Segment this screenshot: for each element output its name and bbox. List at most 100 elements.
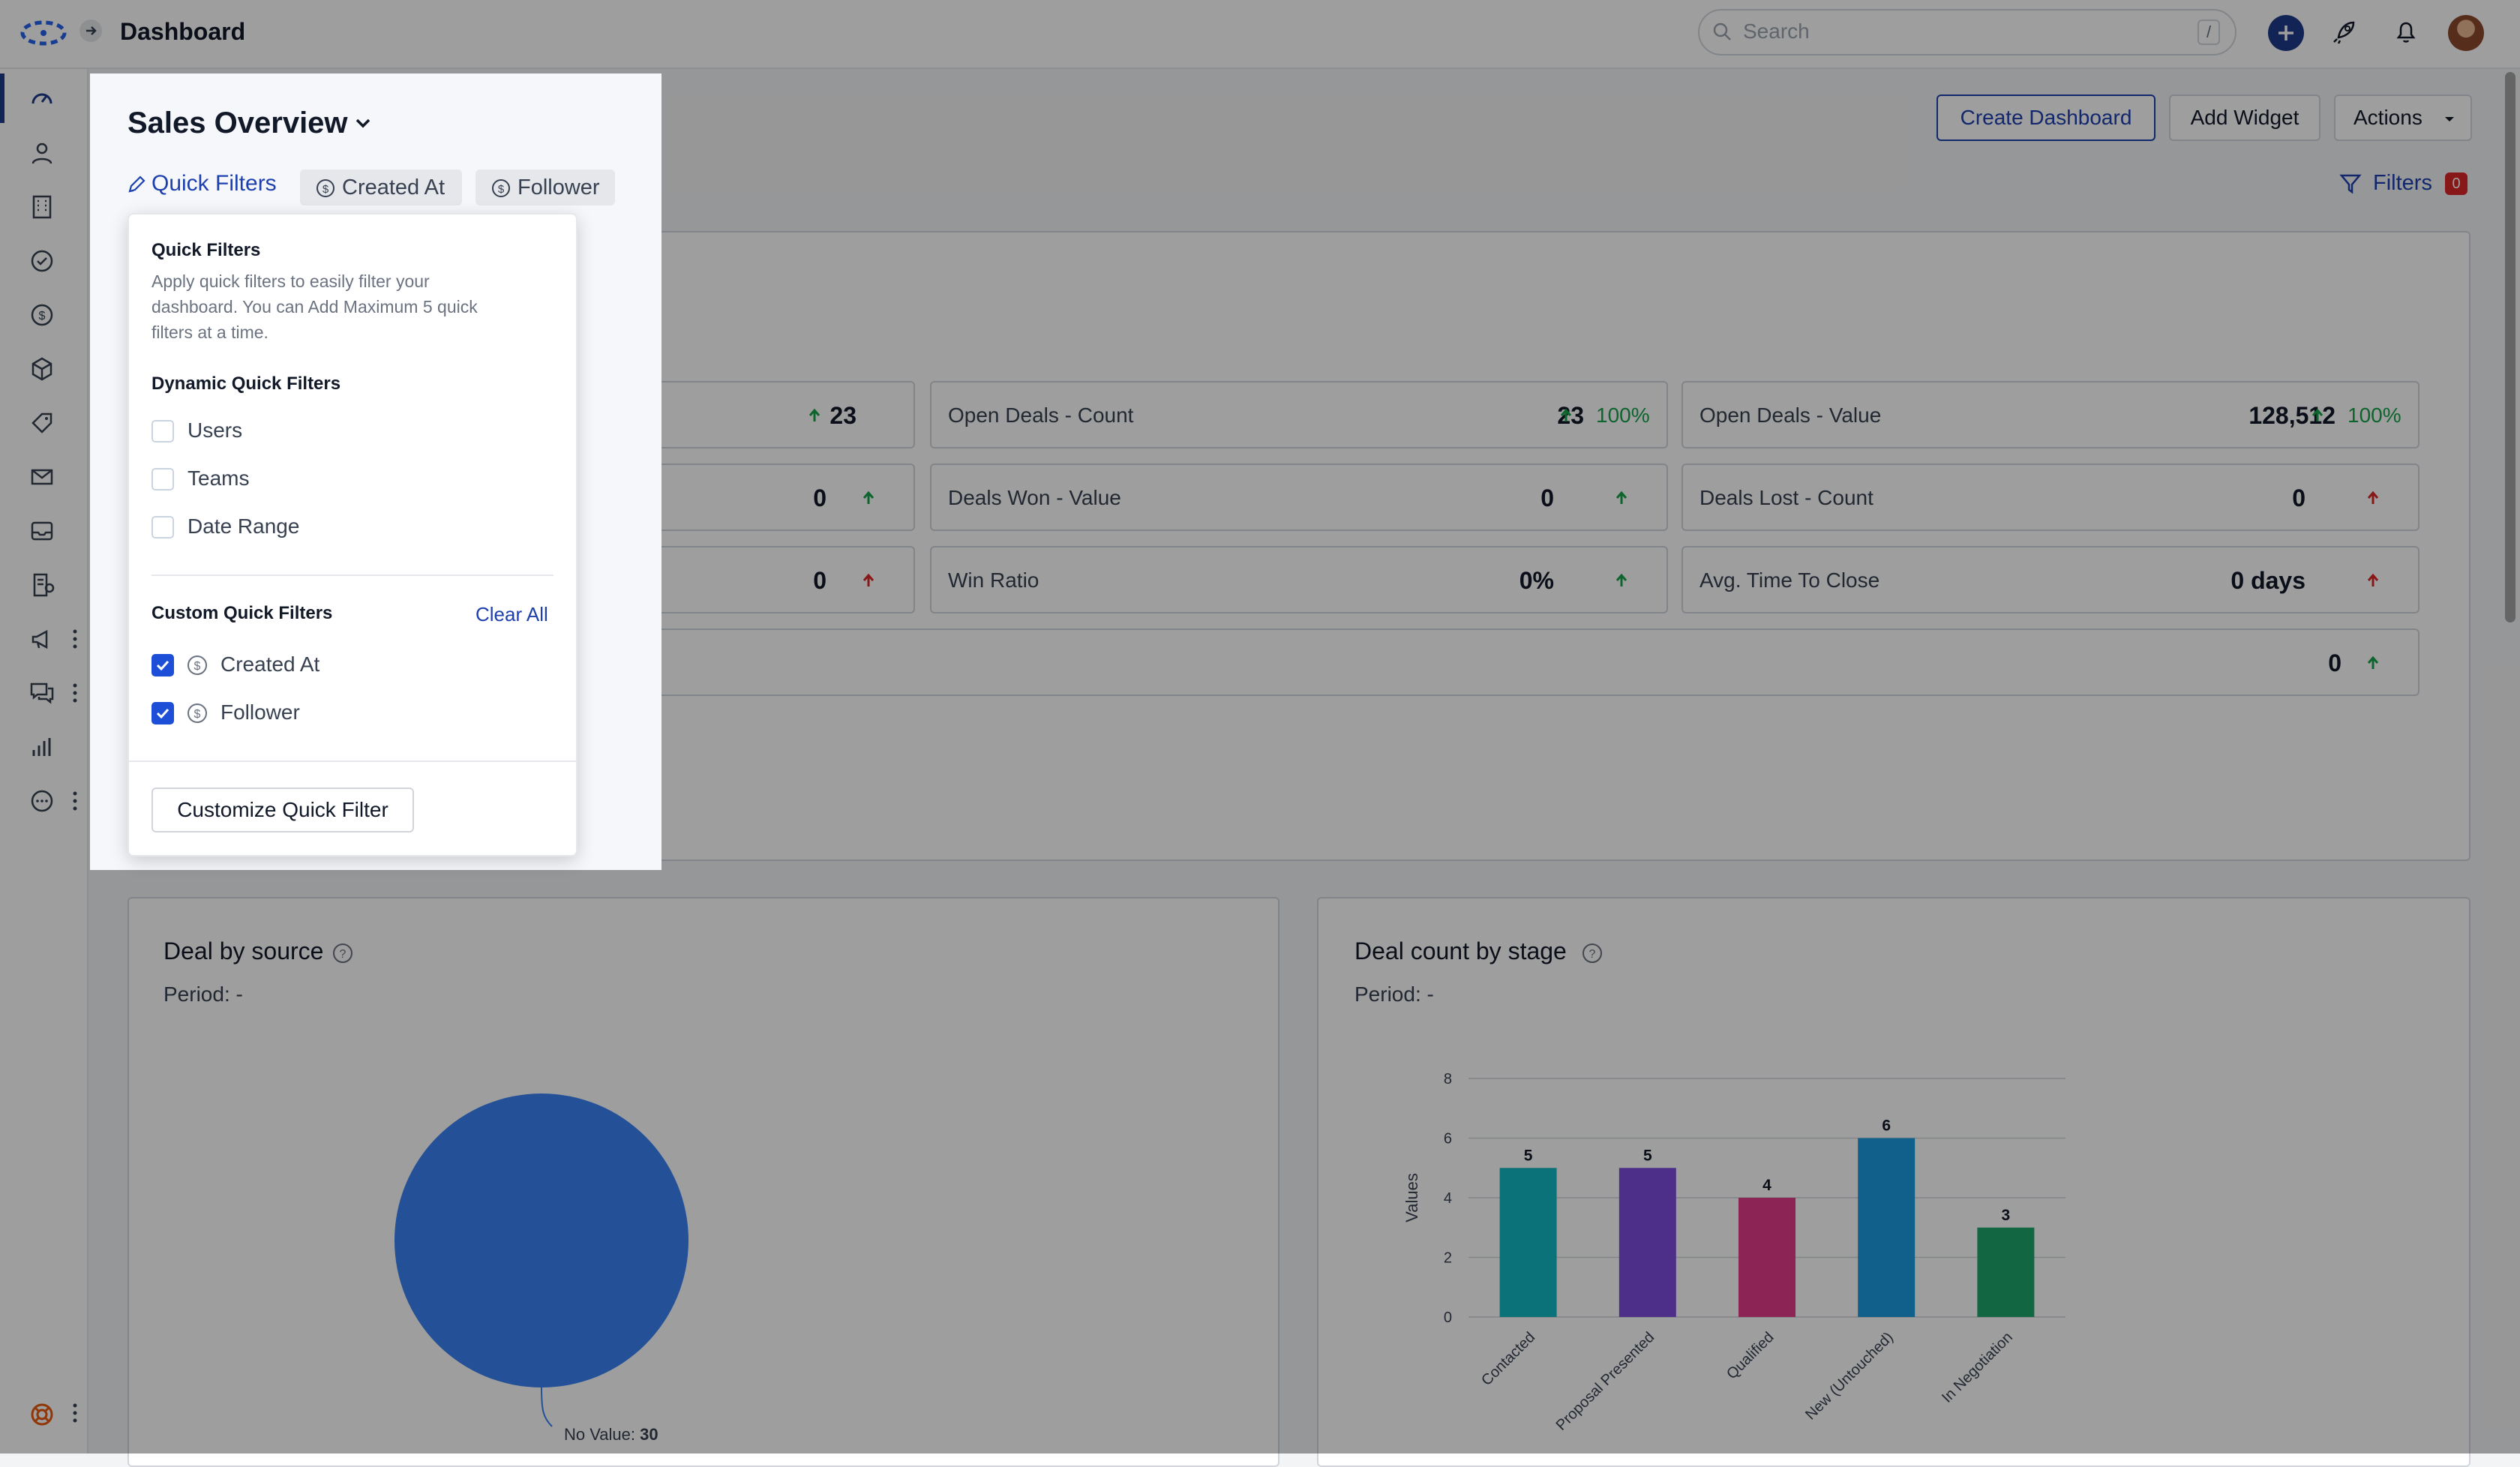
quick-filters-dropdown	[128, 213, 578, 856]
inbox-icon[interactable]	[27, 516, 57, 546]
more-options-icon[interactable]	[70, 626, 80, 652]
kpi-label: Win Ratio	[948, 568, 1040, 592]
filter-icon[interactable]	[2338, 171, 2362, 195]
page-title: Dashboard	[120, 18, 246, 45]
more-options-icon[interactable]	[70, 788, 80, 814]
trend-up-icon	[808, 408, 820, 422]
chip-label: Follower	[518, 176, 600, 200]
checkbox-label: Users	[188, 418, 243, 442]
kpi-card[interactable]: Deals Lost - Count 0	[1682, 464, 2420, 531]
rocket-icon[interactable]	[2330, 16, 2360, 46]
svg-text:$: $	[194, 708, 201, 721]
box-icon[interactable]	[27, 354, 57, 384]
checkbox-label: Date Range	[188, 514, 300, 538]
quick-filter-chip-created-at[interactable]: $ Created At	[300, 170, 462, 206]
megaphone-icon[interactable]	[27, 624, 57, 654]
search-input[interactable]	[1698, 9, 2236, 56]
add-icon[interactable]	[2268, 15, 2304, 51]
period-label: Period: -	[1354, 982, 1434, 1006]
currency-icon: $	[492, 179, 510, 197]
sidebar	[0, 69, 88, 1454]
bar-value-label: 5	[1524, 1147, 1533, 1164]
kpi-value: 0	[2328, 650, 2342, 676]
document-icon[interactable]	[27, 570, 57, 600]
app-logo[interactable]	[20, 18, 68, 48]
info-icon[interactable]: ?	[1581, 942, 1604, 964]
deal-by-source-title: Deal by source	[164, 938, 324, 964]
kpi-card[interactable]: Open Deals - Value 128,512 100%	[1682, 381, 2420, 448]
pencil-icon	[128, 176, 146, 193]
customize-quick-filter-button[interactable]: Customize Quick Filter	[152, 788, 414, 832]
user-icon[interactable]	[27, 138, 57, 168]
trend-up-icon	[1560, 408, 1572, 422]
checkbox-users[interactable]	[152, 420, 174, 442]
kpi-value: 23	[830, 402, 856, 429]
reports-icon[interactable]	[27, 732, 57, 762]
scrollbar[interactable]	[2505, 72, 2516, 622]
create-dashboard-button[interactable]: Create Dashboard	[1936, 94, 2156, 141]
checkbox-created-at[interactable]	[152, 654, 174, 676]
actions-button[interactable]: Actions	[2334, 94, 2472, 141]
sidebar-active-indicator	[0, 74, 4, 123]
kpi-card[interactable]: Win Ratio 0%	[930, 546, 1668, 614]
kpi-value: 0%	[1519, 567, 1554, 594]
pie-slice-no-value	[394, 1094, 688, 1388]
tag-icon[interactable]	[27, 408, 57, 438]
kpi-card[interactable]: Open Deals - Count 23 100%	[930, 381, 1668, 448]
currency-icon: $	[188, 656, 207, 675]
more-options-icon[interactable]	[70, 1400, 80, 1426]
kpi-value: 0	[1540, 484, 1554, 512]
mail-icon[interactable]	[27, 462, 57, 492]
currency-icon: $	[188, 704, 207, 723]
info-icon[interactable]: ?	[332, 942, 354, 964]
bar	[1618, 1168, 1676, 1317]
bell-icon[interactable]	[2391, 16, 2421, 46]
add-widget-button[interactable]: Add Widget	[2169, 94, 2320, 141]
trend-up-red-icon	[2367, 573, 2379, 586]
y-tick-label: 2	[1444, 1250, 1452, 1267]
check-circle-icon[interactable]	[27, 246, 57, 276]
svg-text:$: $	[194, 660, 201, 673]
y-tick-label: 8	[1444, 1071, 1452, 1088]
y-tick-label: 4	[1444, 1190, 1452, 1207]
checkbox-teams[interactable]	[152, 468, 174, 490]
clear-all-link[interactable]: Clear All	[476, 603, 548, 626]
kpi-value: 0 days	[2230, 567, 2306, 594]
quick-filter-chip-follower[interactable]: $ Follower	[476, 170, 615, 206]
search-placeholder: Search	[1743, 20, 1810, 43]
more-apps-icon[interactable]	[27, 786, 57, 816]
dashboard-title[interactable]: Sales Overview	[128, 106, 348, 140]
kpi-label: Deals Won - Value	[948, 486, 1121, 509]
collapse-sidebar-icon[interactable]	[80, 20, 102, 42]
checkbox-label: Teams	[188, 466, 250, 490]
bar-value-label: 5	[1643, 1147, 1652, 1164]
checkmark-icon	[156, 660, 170, 671]
kpi-card[interactable]: Avg. Time To Close 0 days	[1682, 546, 2420, 614]
avatar[interactable]	[2448, 15, 2484, 51]
dropdown-description-line: filters at a time.	[152, 322, 268, 342]
building-icon[interactable]	[27, 192, 57, 222]
pie-chart	[394, 1094, 688, 1427]
more-options-icon[interactable]	[70, 680, 80, 706]
trend-up-icon	[862, 490, 874, 504]
filters-link[interactable]: Filters	[2373, 171, 2432, 195]
divider	[152, 574, 554, 576]
kpi-label: Deals Lost - Count	[1700, 486, 1874, 509]
chevron-down-icon	[2445, 117, 2454, 122]
help-lifebuoy-icon[interactable]	[27, 1400, 57, 1430]
kpi-percent: 100%	[2348, 404, 2402, 427]
dashboard-icon[interactable]	[27, 84, 57, 114]
y-tick-label: 0	[1444, 1310, 1452, 1326]
currency-icon: $	[316, 179, 334, 197]
trend-up-icon	[2367, 656, 2379, 669]
kpi-value: 0	[813, 484, 826, 512]
chevron-down-icon[interactable]	[352, 112, 374, 134]
quick-filters-tab[interactable]: Quick Filters	[152, 171, 277, 196]
chat-icon[interactable]	[27, 678, 57, 708]
kpi-card[interactable]: Deals Won - Value 0	[930, 464, 1668, 531]
dollar-icon[interactable]: $	[27, 300, 57, 330]
checkbox-follower[interactable]	[152, 702, 174, 724]
kpi-value: 0	[813, 567, 826, 594]
y-tick-label: 6	[1444, 1131, 1452, 1148]
checkbox-date-range[interactable]	[152, 516, 174, 538]
